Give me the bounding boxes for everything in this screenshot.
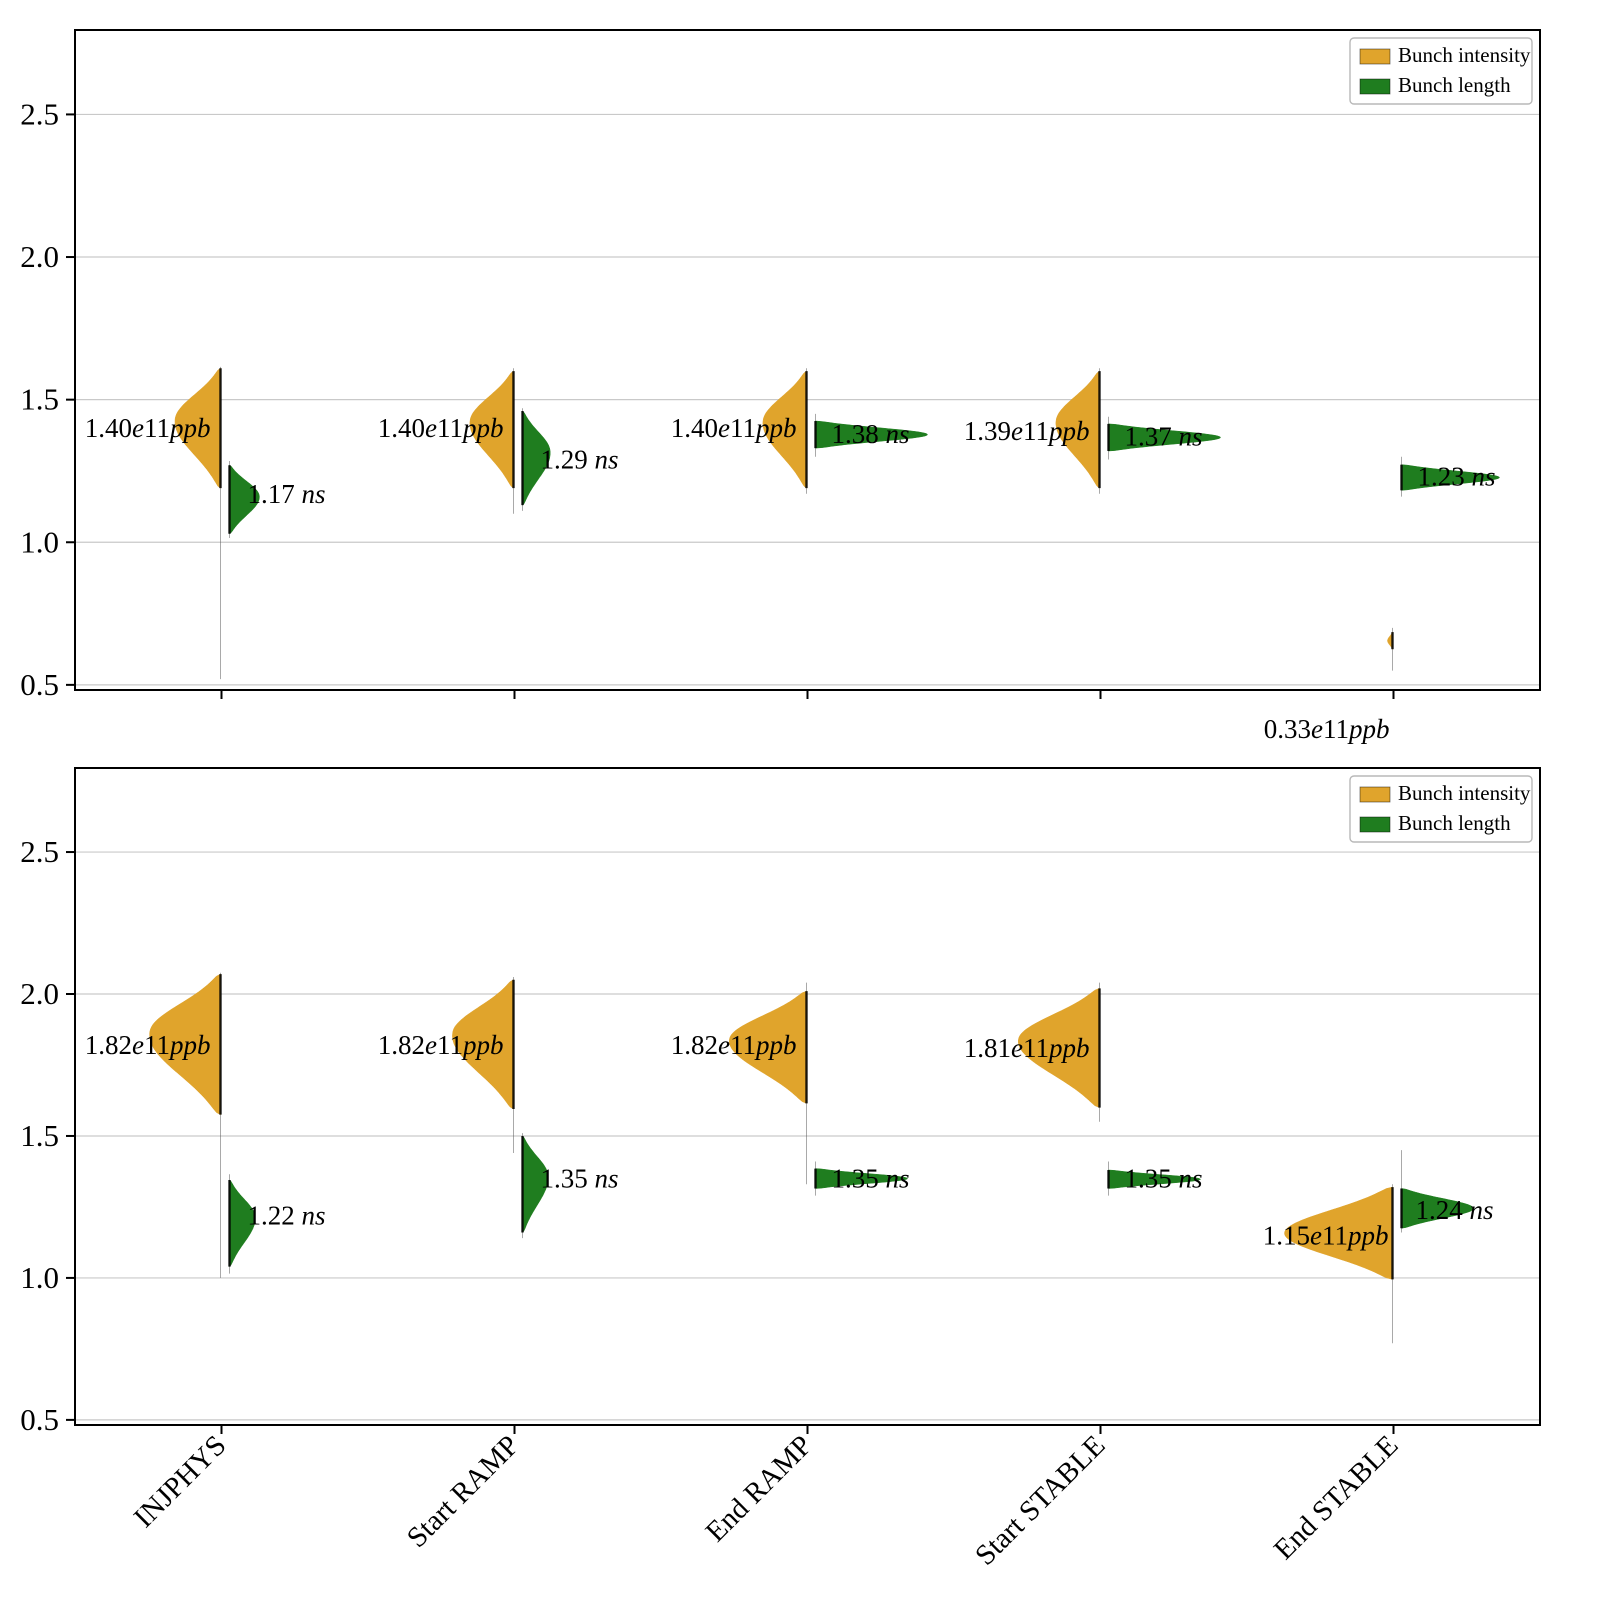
bunch-intensity-violin [452, 979, 514, 1110]
bunch-length-violin [522, 1135, 549, 1234]
mean-length-label: 1.22 ns [248, 1200, 326, 1230]
beam-panel-bottom: 1.82e11ppb 1.22 ns 1.82e11ppb 1.35 ns 1.82e1… [20, 767, 1541, 1572]
legend-swatch [1359, 78, 1391, 95]
legend-swatch [1359, 816, 1391, 833]
y-tick-label: 1.0 [20, 524, 59, 559]
x-tick-label-start-ramp: Start RAMP [401, 1429, 526, 1554]
bunch-length-violin [1401, 1188, 1474, 1229]
mean-intensity-label: 1.40e11ppb [378, 413, 504, 443]
violin-length-injphys: 1.17 ns [228, 460, 326, 538]
violin-length-start-ramp: 1.35 ns [521, 1133, 619, 1239]
mean-length-label: 1.35 ns [1125, 1164, 1203, 1194]
mean-intensity-label: 1.40e11ppb [85, 413, 211, 443]
mean-length-label: 1.23 ns [1418, 462, 1496, 492]
y-tick-label: 2.5 [20, 96, 59, 131]
bunch-intensity-violin [1387, 631, 1393, 650]
bunch-length-violin [1108, 1169, 1201, 1189]
bunch-length-violin [522, 410, 551, 506]
violin-intensity-start-stable: 1.39e11ppb [964, 368, 1101, 494]
bunch-length-violin [1401, 464, 1500, 491]
bunch-length-violin [229, 464, 260, 535]
legend-box [1349, 37, 1533, 105]
bunch-intensity-violin [762, 370, 807, 489]
violin-length-end-ramp: 1.35 ns [814, 1161, 910, 1196]
bunch-intensity-violin [729, 990, 807, 1104]
violin-length-start-stable: 1.35 ns [1107, 1161, 1203, 1196]
legend-swatch [1359, 786, 1391, 803]
y-tick-label: 2.0 [20, 976, 59, 1011]
violin-intensity-start-ramp: 1.82e11ppb [378, 976, 515, 1154]
mean-intensity-label: 1.82e11ppb [85, 1030, 211, 1060]
legend-label: Bunch length [1398, 811, 1511, 835]
x-tick-label-end-stable: End STABLE [1268, 1429, 1405, 1566]
violin-length-start-ramp: 1.29 ns [521, 408, 619, 511]
y-tick-label: 1.0 [20, 1260, 59, 1295]
violin-length-end-stable: 1.23 ns [1400, 456, 1500, 497]
mean-intensity-label: 1.82e11ppb [671, 1030, 797, 1060]
violin-intensity-end-stable: 1.15e11ppb [1263, 1184, 1394, 1344]
violin-intensity-injphys: 1.82e11ppb [85, 972, 222, 1278]
legend-label: Bunch intensity [1398, 781, 1531, 805]
bunch-intensity-violin [174, 367, 221, 489]
violin-intensity-end-ramp: 1.82e11ppb [671, 982, 808, 1185]
bunch-intensity-violin [1284, 1186, 1393, 1280]
mean-length-label: 1.24 ns [1416, 1195, 1494, 1225]
bunch-intensity-violin [469, 370, 514, 489]
x-tick-label-start-stable: Start STABLE [969, 1429, 1111, 1571]
violin-length-start-stable: 1.37 ns [1107, 416, 1221, 460]
plot-border [74, 29, 1541, 691]
mean-length-label: 1.17 ns [248, 479, 326, 509]
violin-intensity-start-stable: 1.81e11ppb [964, 982, 1101, 1122]
y-tick-label: 1.5 [20, 1118, 59, 1153]
bunch-intensity-violin [149, 973, 221, 1116]
violin-intensity-start-ramp: 1.40e11ppb [378, 368, 515, 514]
mean-length-label: 1.38 ns [832, 419, 910, 449]
violin-intensity-end-stable: 0.33e11ppb [1264, 627, 1394, 744]
bunch-intensity-violin [1055, 370, 1100, 489]
mean-intensity-label: 1.81e11ppb [964, 1033, 1090, 1063]
mean-intensity-label: 1.39e11ppb [964, 416, 1090, 446]
violin-length-end-ramp: 1.38 ns [814, 413, 928, 457]
violin-intensity-injphys: 1.40e11ppb [85, 366, 222, 680]
bunch-intensity-violin [1018, 987, 1100, 1108]
legend-label: Bunch length [1398, 73, 1511, 97]
mean-intensity-label: 1.82e11ppb [378, 1030, 504, 1060]
legend: Bunch intensity Bunch length [1349, 37, 1533, 105]
mean-length-label: 1.29 ns [541, 445, 619, 475]
bunch-length-violin [1108, 423, 1221, 452]
x-tick-label-injphys: INJPHYS [128, 1429, 233, 1534]
bunch-length-violin [229, 1179, 256, 1268]
legend: Bunch intensity Bunch length [1349, 775, 1533, 843]
y-tick-label: 0.5 [20, 667, 59, 702]
mean-length-label: 1.35 ns [832, 1164, 910, 1194]
violin-length-injphys: 1.22 ns [228, 1174, 326, 1274]
legend-box [1349, 775, 1533, 843]
beam-panel-top: 1.40e11ppb 1.17 ns 1.40e11ppb 1.29 ns 1.40e1… [20, 29, 1541, 744]
y-tick-label: 2.5 [20, 834, 59, 869]
y-tick-label: 0.5 [20, 1402, 59, 1437]
mean-intensity-label: 1.15e11ppb [1263, 1220, 1389, 1250]
y-tick-label: 2.0 [20, 239, 59, 274]
bunch-length-violin [815, 420, 928, 449]
mean-intensity-label: 0.33e11ppb [1264, 714, 1390, 744]
x-tick-label-end-ramp: End RAMP [700, 1429, 819, 1548]
mean-intensity-label: 1.40e11ppb [671, 413, 797, 443]
bunch-length-violin [815, 1168, 908, 1189]
mean-length-label: 1.35 ns [541, 1164, 619, 1194]
legend-label: Bunch intensity [1398, 43, 1531, 67]
mean-length-label: 1.37 ns [1125, 422, 1203, 452]
legend-swatch [1359, 48, 1391, 65]
violin-length-end-stable: 1.24 ns [1400, 1150, 1494, 1233]
y-tick-label: 1.5 [20, 382, 59, 417]
violin-intensity-end-ramp: 1.40e11ppb [671, 368, 808, 494]
